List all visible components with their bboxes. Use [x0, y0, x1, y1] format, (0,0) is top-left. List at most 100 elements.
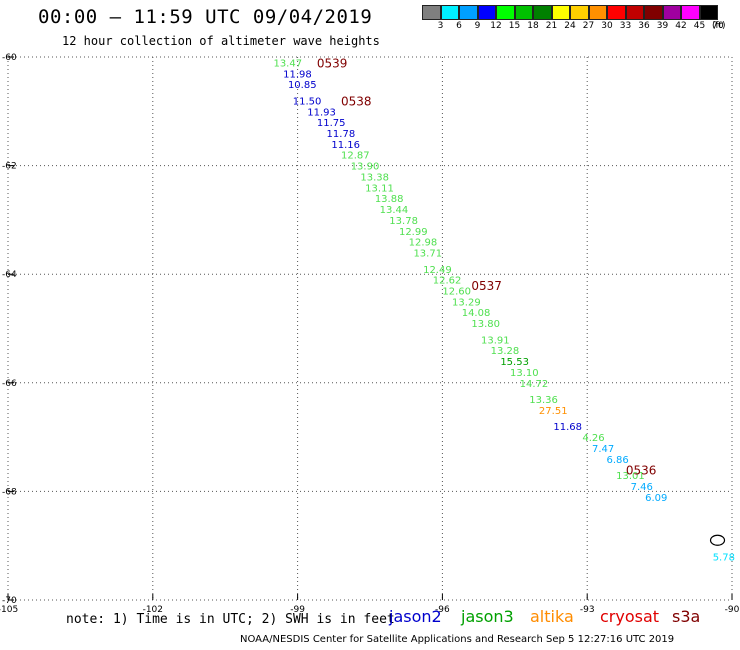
swh-value: 12.99	[399, 227, 428, 238]
swh-value: 13.38	[360, 172, 389, 183]
swh-value: 7.46	[631, 482, 653, 493]
legend-label: 3	[437, 21, 444, 31]
legend-swatch	[477, 5, 496, 20]
y-tick-label: -64	[2, 270, 17, 280]
swh-value: 14.72	[520, 379, 549, 390]
swh-value: 12.62	[433, 276, 462, 287]
legend-label: 45	[693, 21, 706, 31]
legend-swatch	[422, 5, 441, 20]
swh-value: 4.26	[582, 433, 604, 444]
time-label: 0537	[471, 279, 502, 293]
legend-label: 12	[490, 21, 502, 31]
y-tick-label: -66	[2, 379, 17, 389]
legend-label: 33	[619, 21, 632, 31]
swh-value: 13.88	[375, 194, 404, 205]
swh-value: 12.98	[409, 238, 438, 249]
legend-label: 18	[527, 21, 539, 31]
time-label: 0536	[626, 464, 657, 478]
swh-value: 7.47	[592, 444, 614, 455]
legend-label: 42	[675, 21, 687, 31]
legend-unit: (ft)	[712, 21, 726, 31]
x-tick-label: -93	[580, 605, 595, 615]
x-tick-label: -105	[0, 605, 18, 615]
legend-label: 6	[456, 21, 462, 31]
legend-label: 27	[582, 21, 595, 31]
swh-value: 11.68	[553, 422, 582, 433]
x-tick-label: -96	[435, 605, 450, 615]
swh-value: 13.29	[452, 297, 481, 308]
swh-value: 12.60	[442, 286, 471, 297]
island-outline	[709, 534, 726, 546]
swh-value: 13.71	[413, 248, 442, 259]
time-label: 0539	[317, 56, 348, 70]
legend-swatch	[440, 5, 459, 20]
legend-swatch	[625, 5, 644, 20]
y-tick-label: -60	[2, 53, 17, 63]
swh-value: 15.53	[500, 357, 529, 368]
swh-value: 5.78	[713, 553, 735, 564]
legend-swatch	[459, 5, 478, 20]
swh-value: 6.86	[607, 455, 629, 466]
legend-swatch	[533, 5, 552, 20]
y-tick-label: -68	[2, 487, 17, 497]
y-tick-label: -70	[2, 596, 17, 606]
legend-swatch	[588, 5, 607, 20]
swh-value: 14.08	[462, 308, 491, 319]
swh-value: 12.87	[341, 151, 370, 162]
legend-label: 15	[508, 21, 521, 31]
swh-value: 12.49	[423, 265, 452, 276]
satellite-jason3: jason3	[461, 607, 514, 626]
x-tick-label: -99	[290, 605, 305, 615]
swh-value: 13.80	[471, 319, 500, 330]
page-title: 00:00 – 11:59 UTC 09/04/2019	[38, 6, 373, 28]
swh-value: 13.10	[510, 368, 539, 379]
legend-swatch	[662, 5, 681, 20]
legend-swatch	[681, 5, 700, 20]
swh-value: 11.16	[331, 140, 360, 151]
y-tick-label: -62	[2, 162, 17, 172]
legend-swatch	[496, 5, 515, 20]
swh-value: 10.85	[288, 80, 317, 91]
swh-value: 13.36	[529, 395, 558, 406]
swh-value: 6.09	[645, 493, 667, 504]
x-tick-label: -102	[143, 605, 163, 615]
legend-label: 70	[712, 21, 724, 31]
note-text: note: 1) Time is in UTC; 2) SWH is in fe…	[66, 612, 395, 627]
legend-swatch	[514, 5, 533, 20]
swh-value: 11.78	[327, 129, 356, 140]
swh-value: 27.51	[539, 406, 568, 417]
swh-value: 13.90	[351, 162, 380, 173]
legend-label: 36	[638, 21, 650, 31]
satellite-jason2: jason2	[389, 607, 442, 626]
legend-label: 39	[656, 21, 669, 31]
swh-value: 13.78	[389, 216, 418, 227]
swh-value: 11.93	[307, 107, 336, 118]
legend-swatch	[699, 5, 718, 20]
time-label: 0538	[341, 94, 372, 108]
satellite-altika: altika	[530, 607, 574, 626]
legend-swatch	[551, 5, 570, 20]
swh-value: 13.44	[380, 205, 409, 216]
legend-label: 24	[564, 21, 576, 31]
legend-label: 30	[601, 21, 613, 31]
swh-value: 13.28	[491, 346, 520, 357]
page-subtitle: 12 hour collection of altimeter wave hei…	[62, 34, 380, 48]
swh-value: 11.98	[283, 69, 312, 80]
swh-value: 13.11	[365, 183, 394, 194]
swh-value: 11.75	[317, 118, 346, 129]
swh-value: 11.50	[293, 96, 322, 107]
legend-label: 21	[545, 21, 558, 31]
footer-credit: NOAA/NESDIS Center for Satellite Applica…	[240, 634, 675, 645]
swh-value: 13.01	[616, 471, 645, 482]
legend-swatch	[644, 5, 663, 20]
swh-value: 13.47	[273, 58, 302, 69]
legend-swatch	[607, 5, 626, 20]
swh-value: 13.91	[481, 335, 510, 346]
color-legend: 3 6 9 12 15 18 21 24 27 30 33 36 39 42 45 70	[0, 0, 740, 40]
x-tick-label: -90	[725, 605, 740, 615]
legend-label: 9	[474, 21, 481, 31]
legend-swatch	[570, 5, 589, 20]
satellite-cryosat: cryosat	[600, 607, 660, 626]
satellite-s3a: s3a	[672, 607, 701, 626]
